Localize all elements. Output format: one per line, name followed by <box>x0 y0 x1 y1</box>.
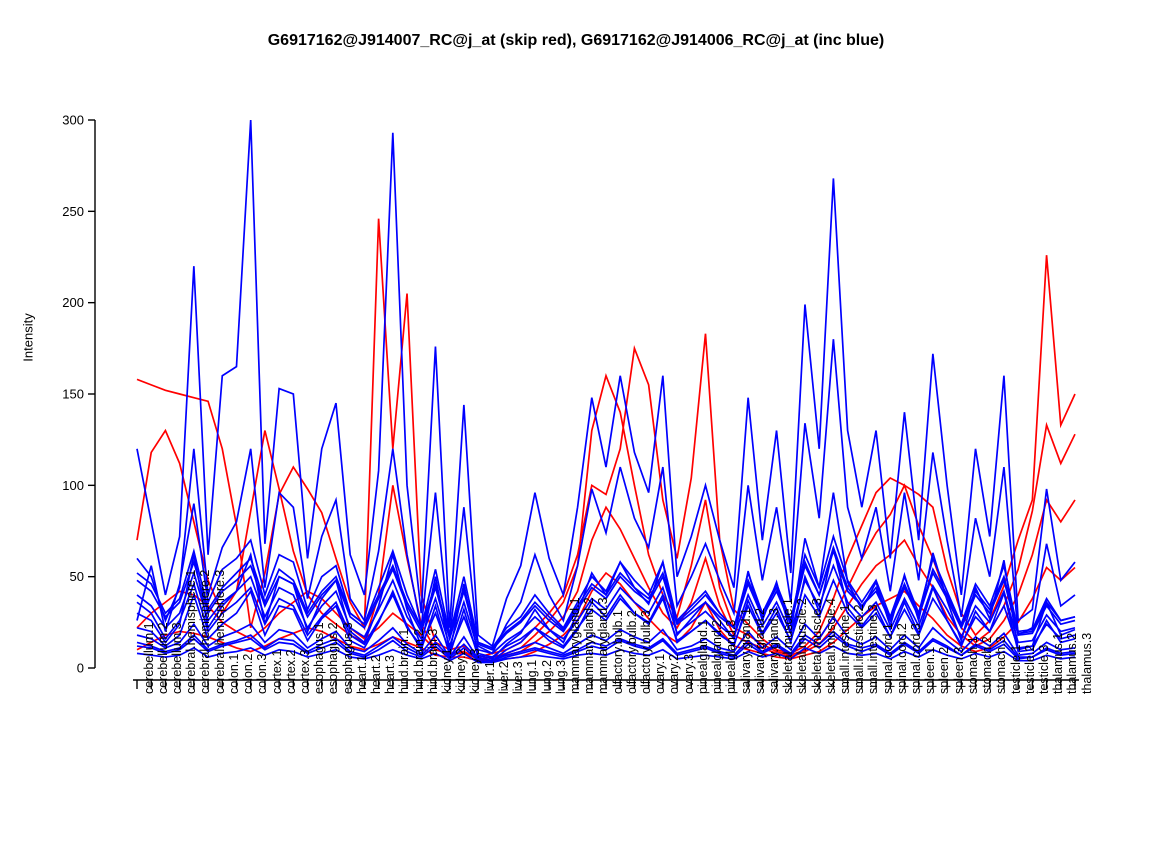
series-line <box>136 563 1076 655</box>
x-tick-label: heart.2 <box>368 655 383 694</box>
x-tick-label: cerebral.hemisphere.3 <box>212 569 227 694</box>
x-tick-label: pinealgland.1 <box>695 619 710 694</box>
y-tick-label: 50 <box>70 569 84 584</box>
series-line <box>136 503 1076 649</box>
x-tick-label: small.intestine.3 <box>866 604 881 694</box>
series-line <box>136 119 1076 648</box>
x-tick-label: colon.2 <box>241 653 256 694</box>
x-tick-label: kidney.1 <box>440 648 455 694</box>
x-tick-label: testicle.2 <box>1022 644 1037 694</box>
x-tick-label: salivary.gland.3 <box>766 608 781 694</box>
series-line <box>136 634 1076 664</box>
series-line <box>136 645 1076 664</box>
x-tick-label: hind.brain.3 <box>425 628 440 694</box>
x-tick-label: olfactory.bulb.2 <box>624 610 639 694</box>
y-tick-label: 300 <box>62 113 84 128</box>
x-tick-label: testicle.1 <box>1008 644 1023 694</box>
series-line <box>136 578 1076 658</box>
x-tick-label: esophagus.3 <box>340 622 355 694</box>
series-line <box>136 339 1076 655</box>
x-tick-label: liver.1 <box>482 661 497 694</box>
x-tick-label: pinealgland.3 <box>724 619 739 694</box>
x-tick-label: skeletal.muscle.1 <box>781 598 796 694</box>
x-tick-label: spinal.cord.1 <box>880 623 895 694</box>
x-tick-label: esophagus.1 <box>312 622 327 694</box>
x-tick-label: esophagus.2 <box>326 622 341 694</box>
series-line <box>136 497 1076 660</box>
x-tick-label: skeletal.muscle.3 <box>809 598 824 694</box>
x-tick-label: kidney.2 <box>454 648 469 694</box>
y-tick-label: 200 <box>62 295 84 310</box>
x-tick-label: stomach.3 <box>994 636 1009 694</box>
x-tick-label: colon.3 <box>255 653 270 694</box>
x-tick-label: colon.1 <box>226 653 241 694</box>
x-tick-label: salivary.gland.2 <box>752 608 767 694</box>
x-tick-label: small.intestine.1 <box>837 604 852 694</box>
x-tick-label: cortex.3 <box>297 649 312 694</box>
x-tick-label: spleen.2 <box>937 646 952 694</box>
x-tick-label: ovary.3 <box>681 653 696 694</box>
x-tick-label: lung.3 <box>553 659 568 694</box>
x-tick-label: mammarygland.2 <box>582 597 597 694</box>
x-tick-label: olfactory.bulb.3 <box>639 610 654 694</box>
x-tick-label: cerebellum.3 <box>170 622 185 694</box>
series-line <box>136 615 1076 662</box>
y-tick-label: 0 <box>77 661 84 676</box>
x-tick-label: salivary.gland.1 <box>738 608 753 694</box>
x-tick-label: kidney.3 <box>468 648 483 694</box>
series-lines <box>136 119 1076 664</box>
x-tick-label: cerebral.hemisphere.2 <box>198 569 213 694</box>
y-tick-label: 150 <box>62 387 84 402</box>
x-tick-label: heart.3 <box>383 655 398 694</box>
x-tick-label: skeletal.muscle.4 <box>823 598 838 694</box>
x-tick-label: mammarygland.3 <box>596 597 611 694</box>
x-tick-label: hind.brain.1 <box>397 628 412 694</box>
y-tick-label: 250 <box>62 204 84 219</box>
series-line <box>136 544 1076 649</box>
x-tick-label: cortex.1 <box>269 649 284 694</box>
y-axis: 0 50 100 150 200 250 300 <box>62 113 96 676</box>
x-tick-label: olfactory.bulb.1 <box>610 610 625 694</box>
x-tick-label: lung.1 <box>525 659 540 694</box>
x-tick-label: cerebellum.1 <box>141 622 156 694</box>
x-axis <box>133 679 1079 689</box>
x-tick-label: mammarygland.1 <box>567 597 582 694</box>
x-tick-label: ovary.2 <box>667 653 682 694</box>
series-line <box>136 218 1076 658</box>
x-tick-label: heart.1 <box>354 655 369 694</box>
x-tick-label: lung.2 <box>539 659 554 694</box>
x-tick-label: thalamus.1 <box>1051 632 1066 694</box>
x-tick-label: spinal.cord.2 <box>894 623 909 694</box>
x-tick-label: pinealgland.2 <box>710 619 725 694</box>
x-tick-label: spleen.1 <box>923 646 938 694</box>
x-tick-label: liver.3 <box>511 661 526 694</box>
x-tick-label: hind.brain.2 <box>411 628 426 694</box>
x-tick-label: thalamus.2 <box>1065 632 1080 694</box>
series-line <box>136 372 1076 660</box>
y-tick-label: 100 <box>62 478 84 493</box>
x-tick-label: small.intestine.2 <box>852 604 867 694</box>
chart-title: G6917162@J914007_RC@j_at (skip red), G69… <box>267 32 885 49</box>
x-tick-label: skeletal.muscle.2 <box>795 598 810 694</box>
x-tick-label: cerebral.hemisphere.1 <box>184 569 199 694</box>
x-tick-label: spleen.3 <box>951 646 966 694</box>
x-tick-label: spinal.cord.3 <box>909 623 924 694</box>
x-tick-label: stomach.2 <box>980 636 995 694</box>
x-tick-label: cortex.2 <box>283 649 298 694</box>
x-tick-label: thalamus.3 <box>1079 632 1094 694</box>
x-tick-label: stomach.1 <box>965 636 980 694</box>
x-tick-label: testicle.3 <box>1036 644 1051 694</box>
series-line <box>136 630 1076 662</box>
x-tick-label: ovary.1 <box>653 653 668 694</box>
x-tick-label: cerebellum.2 <box>155 622 170 694</box>
x-tick-label: liver.2 <box>496 661 511 694</box>
